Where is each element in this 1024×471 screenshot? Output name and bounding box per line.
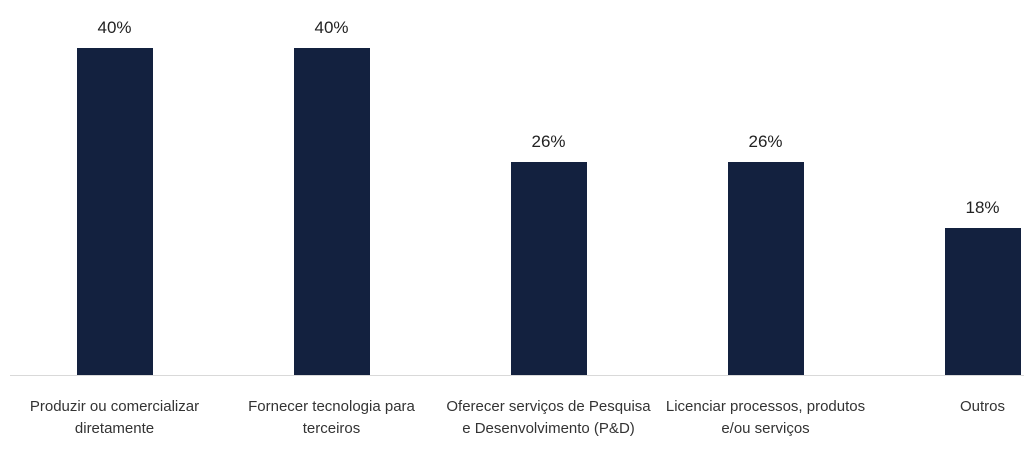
value-label: 40% (97, 18, 132, 37)
value-label: 18% (965, 197, 1000, 217)
x-tick-label: Produzir ou comercializar diretamente (29, 398, 200, 437)
x-tick-label: Oferecer serviços de Pesquisa e Desenvol… (446, 398, 651, 437)
x-tick-label: Fornecer tecnologia para terceiros (248, 398, 415, 437)
x-tick-label: Licenciar processos, produtos e/ou servi… (665, 398, 866, 437)
x-tick-label: Outros (959, 398, 1005, 415)
value-label: 26% (531, 132, 566, 152)
bar (944, 227, 1021, 375)
bar (510, 162, 587, 375)
x-axis-line (10, 375, 1024, 376)
bar (293, 48, 370, 375)
bar (76, 48, 153, 375)
bar (727, 162, 804, 375)
value-label: 40% (314, 18, 349, 37)
value-label: 26% (748, 132, 783, 152)
